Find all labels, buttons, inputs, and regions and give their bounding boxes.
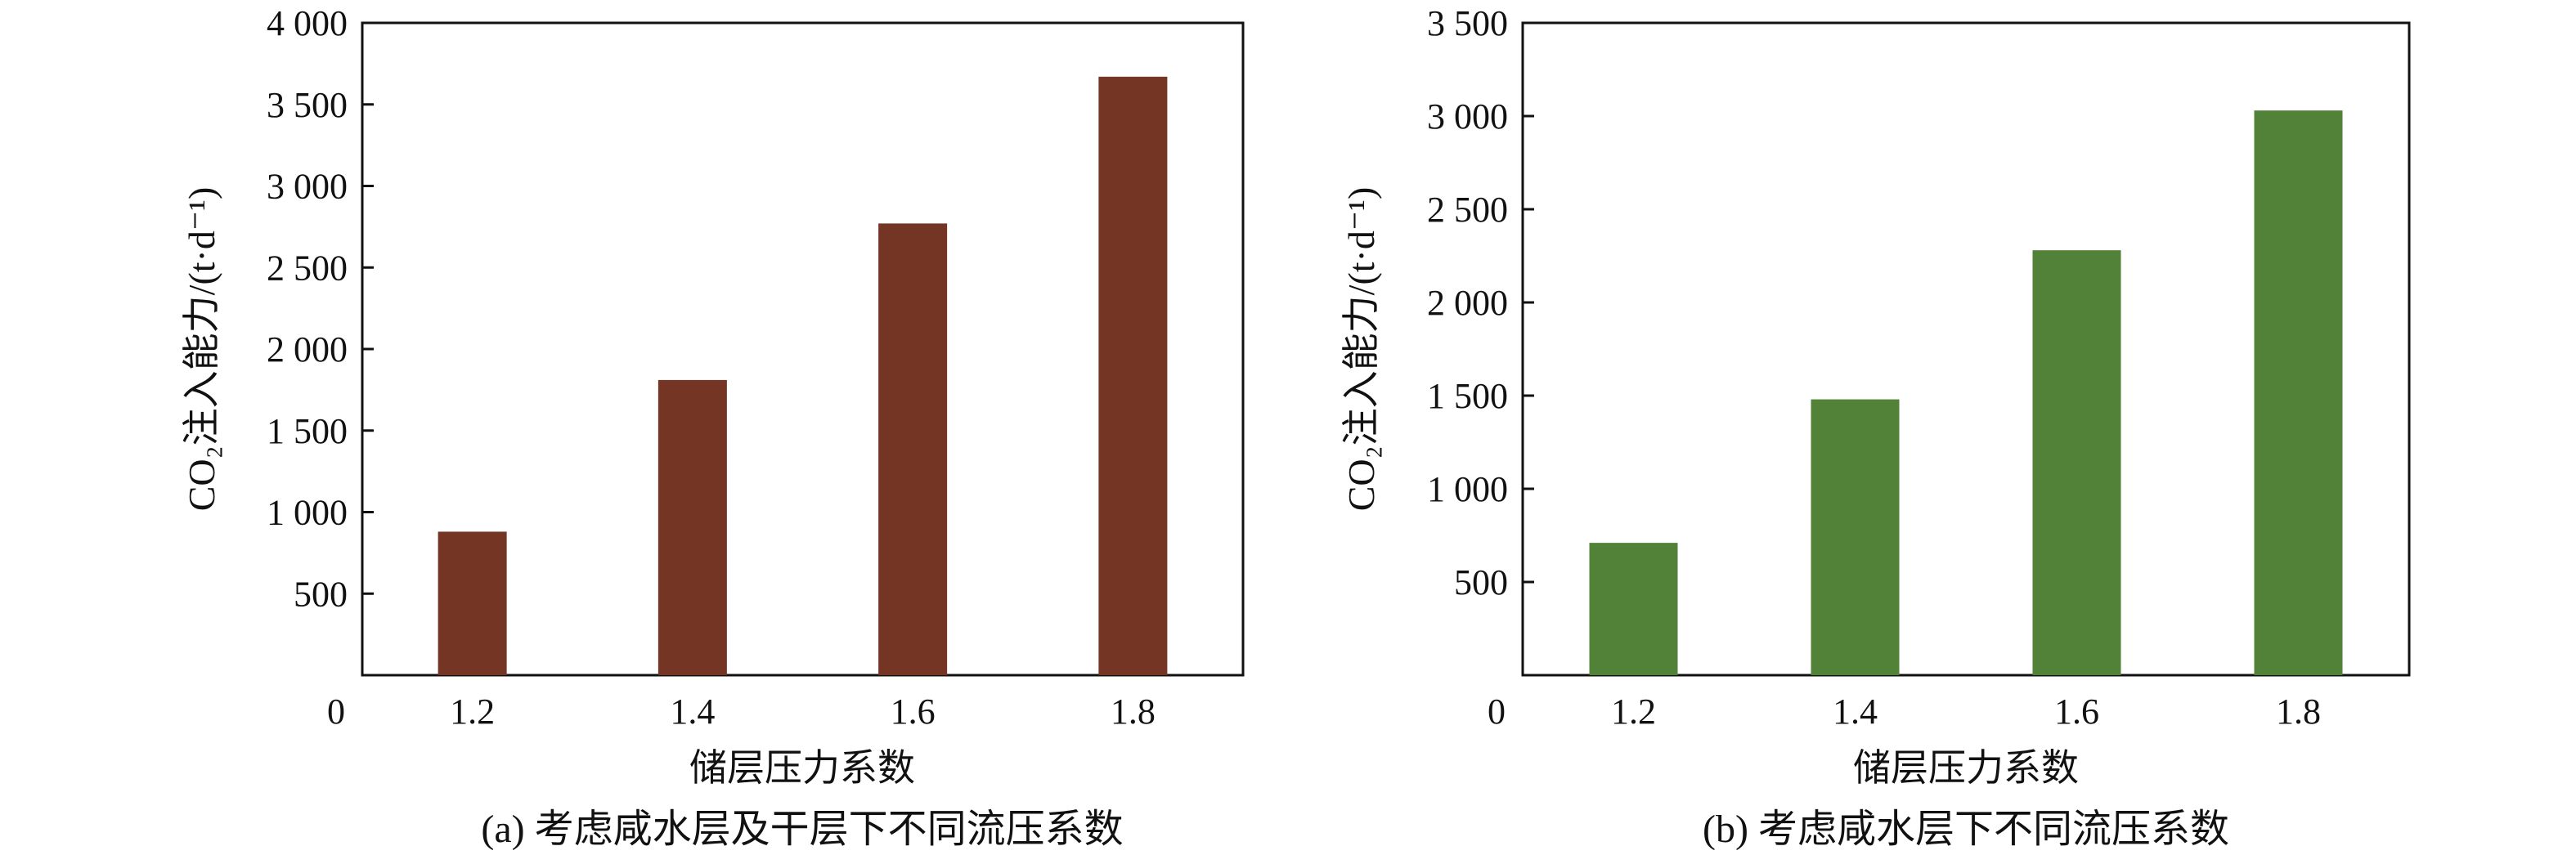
- bar-b-1-8: [2254, 110, 2343, 675]
- y-tick-label-b: 2 500: [1427, 190, 1508, 230]
- x-tick-label-b: 1.2: [1611, 692, 1656, 732]
- bar-group-b: [1589, 110, 2343, 675]
- x-tick-label-a: 1.6: [891, 692, 936, 732]
- y-tick-label-a: 2 000: [267, 329, 348, 369]
- y-tick-labels-a: 500 1 000 1 500 2 000 2 500 3 000 3 500 4 000: [267, 3, 374, 614]
- x-axis-title-b: 储层压力系数: [1853, 747, 2079, 789]
- chart-panel-b: 500 1 000 1 500 2 000 2 500 3 000 3 500 1.2 1.4…: [1340, 3, 2411, 851]
- y-axis-title-b: CO₂注入能力/(t·d⁻¹): [1340, 187, 1382, 512]
- bar-b-1-2: [1589, 543, 1678, 675]
- y-tick-label-b: 3 500: [1427, 3, 1508, 43]
- bar-a-1-4: [657, 379, 727, 675]
- y-tick-label-a: 2 500: [267, 248, 348, 288]
- bar-b-1-4: [1811, 399, 1900, 675]
- y-tick-labels-b: 500 1 000 1 500 2 000 2 500 3 000 3 500: [1427, 3, 1534, 602]
- bar-group-a: [438, 76, 1168, 675]
- x-axis-title-a: 储层压力系数: [689, 747, 915, 789]
- zero-label-b: 0: [1488, 692, 1506, 732]
- y-tick-label-b: 2 000: [1427, 283, 1508, 323]
- x-tick-label-a: 1.2: [450, 692, 495, 732]
- y-tick-label-a: 1 000: [267, 493, 348, 533]
- x-tick-label-a: 1.4: [670, 692, 715, 732]
- y-tick-label-b: 1 500: [1427, 376, 1508, 416]
- chart-panel-a: 500 1 000 1 500 2 000 2 500 3 000 3 500 4 000 1…: [181, 3, 1245, 851]
- y-tick-label-a: 1 500: [267, 411, 348, 451]
- y-tick-label-a: 500: [294, 574, 348, 614]
- x-tick-label-b: 1.4: [1833, 692, 1878, 732]
- plot-frame-b: [1521, 21, 2411, 677]
- y-tick-label-b: 1 000: [1427, 469, 1508, 509]
- x-tick-label-a: 1.8: [1111, 692, 1156, 732]
- bar-a-1-2: [438, 531, 507, 675]
- y-tick-label-a: 4 000: [267, 3, 348, 43]
- y-tick-label-b: 500: [1454, 562, 1508, 602]
- caption-b: (b) 考虑咸水层下不同流压系数: [1703, 808, 2229, 851]
- x-tick-label-b: 1.8: [2276, 692, 2321, 732]
- x-tick-labels-a: 1.2 1.4 1.6 1.8: [450, 692, 1156, 732]
- y-tick-label-b: 3 000: [1427, 96, 1508, 137]
- x-tick-label-b: 1.6: [2054, 692, 2099, 732]
- x-tick-labels-b: 1.2 1.4 1.6 1.8: [1611, 692, 2321, 732]
- zero-label-a: 0: [327, 692, 345, 732]
- y-tick-label-a: 3 000: [267, 167, 348, 207]
- bar-a-1-8: [1098, 76, 1168, 675]
- bar-a-1-6: [878, 223, 948, 675]
- y-tick-label-a: 3 500: [267, 85, 348, 125]
- bar-b-1-6: [2032, 250, 2121, 675]
- caption-a: (a) 考虑咸水层及干层下不同流压系数: [481, 808, 1123, 851]
- y-axis-title-a: CO₂注入能力/(t·d⁻¹): [181, 187, 222, 512]
